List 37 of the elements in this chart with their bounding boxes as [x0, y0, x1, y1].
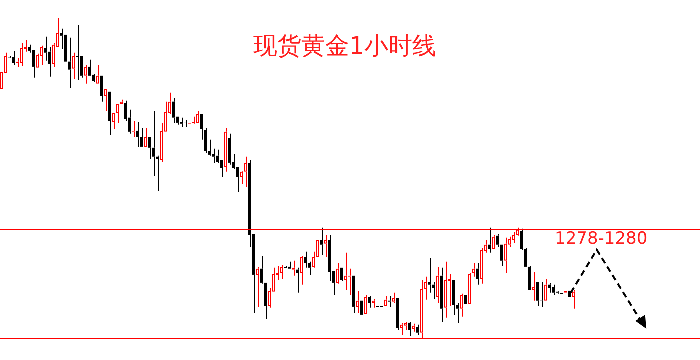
text: 现货黄金1小时线: [252, 31, 438, 62]
candlestick: [76, 24, 80, 81]
candlestick: [488, 227, 492, 254]
candlestick: [136, 122, 140, 148]
candlestick: [408, 322, 412, 337]
candlestick: [528, 266, 532, 290]
candlestick: [296, 267, 300, 294]
candlestick: [328, 234, 332, 282]
candlestick: [68, 37, 72, 89]
candlestick: [396, 298, 400, 330]
candlestick: [368, 296, 372, 308]
candlestick: [428, 258, 432, 294]
candlestick: [192, 116, 196, 124]
candlestick: [556, 290, 560, 294]
candlestick: [108, 92, 112, 136]
candlestick: [184, 120, 188, 128]
candlestick: [148, 137, 152, 160]
candlestick: [172, 98, 176, 124]
candlestick: [228, 133, 232, 166]
annotation: 1278-1280: [555, 229, 648, 249]
candlestick: [388, 296, 392, 308]
candlestick: [288, 261, 292, 269]
candlestick: [100, 76, 104, 102]
candlestick: [152, 110, 156, 177]
candlestick: [304, 251, 308, 268]
candlestick: [456, 302, 460, 324]
candlestick: [352, 276, 356, 314]
candlestick: [548, 282, 552, 294]
candlestick: [440, 267, 444, 322]
candlestick: [476, 262, 480, 286]
candlestick: [536, 282, 540, 306]
candlestick: [180, 117, 184, 128]
candlestick: [204, 128, 208, 154]
candlestick: [340, 268, 344, 282]
candlestick: [320, 227, 324, 256]
candlestick: [12, 50, 16, 66]
candlestick: [44, 36, 48, 62]
